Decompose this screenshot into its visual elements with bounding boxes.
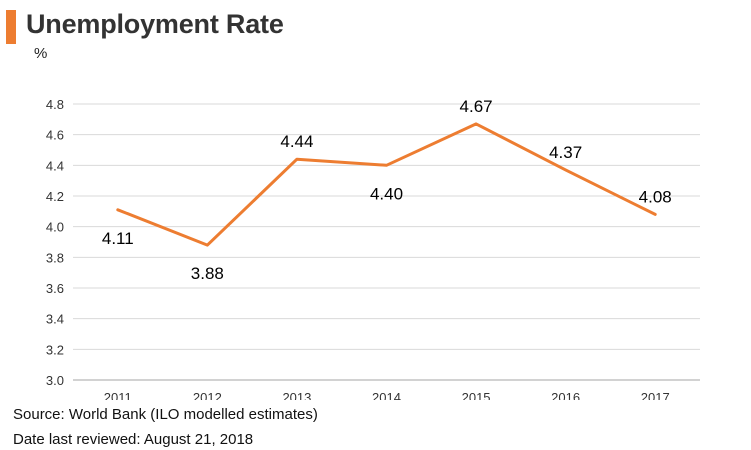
y-tick-label: 3.0 — [46, 373, 64, 388]
source-note: Source: World Bank (ILO modelled estimat… — [13, 406, 318, 423]
x-tick-labels: 2011 2012 2013 2014 2015 2016 2017 — [104, 390, 670, 400]
y-tick-label: 4.2 — [46, 189, 64, 204]
data-label: 4.67 — [460, 97, 493, 116]
y-tick-labels: 3.0 3.2 3.4 3.6 3.8 4.0 4.2 4.4 4.6 4.8 — [46, 97, 64, 388]
page-title: Unemployment Rate — [26, 9, 284, 39]
x-tick-label: 2017 — [641, 390, 670, 400]
title-accent-bar — [6, 10, 16, 44]
y-axis-unit: % — [34, 45, 48, 62]
data-labels: 4.11 3.88 4.44 4.40 4.67 4.37 4.08 — [102, 97, 672, 283]
data-label: 4.44 — [280, 132, 313, 151]
data-label: 3.88 — [191, 264, 224, 283]
y-tick-label: 3.8 — [46, 250, 64, 265]
y-tick-label: 4.0 — [46, 220, 64, 235]
x-tick-label: 2016 — [551, 390, 580, 400]
x-tick-label: 2014 — [372, 390, 401, 400]
line-chart: 3.03.23.43.63.84.04.24.44.64.8 2011 2012 2… — [46, 97, 700, 400]
series-line — [116, 122, 657, 247]
y-tick-label: 4.6 — [46, 128, 64, 143]
date-reviewed-note: Date last reviewed: August 21, 2018 — [13, 431, 254, 448]
x-tick-label: 2013 — [282, 390, 311, 400]
y-tick-label: 3.6 — [46, 281, 64, 296]
y-tick-label: 3.4 — [46, 312, 64, 327]
y-tick-label: 4.8 — [46, 97, 64, 112]
data-label: 4.37 — [549, 143, 582, 162]
data-label: 4.08 — [639, 187, 672, 206]
y-tick-label: 3.2 — [46, 342, 64, 357]
y-tick-label: 4.4 — [46, 158, 64, 173]
x-tick-label: 2011 — [104, 390, 132, 400]
data-label: 4.11 — [102, 229, 134, 248]
gridlines — [73, 103, 700, 381]
x-tick-label: 2015 — [462, 390, 491, 400]
x-tick-label: 2012 — [193, 390, 222, 400]
data-label: 4.40 — [370, 184, 403, 203]
